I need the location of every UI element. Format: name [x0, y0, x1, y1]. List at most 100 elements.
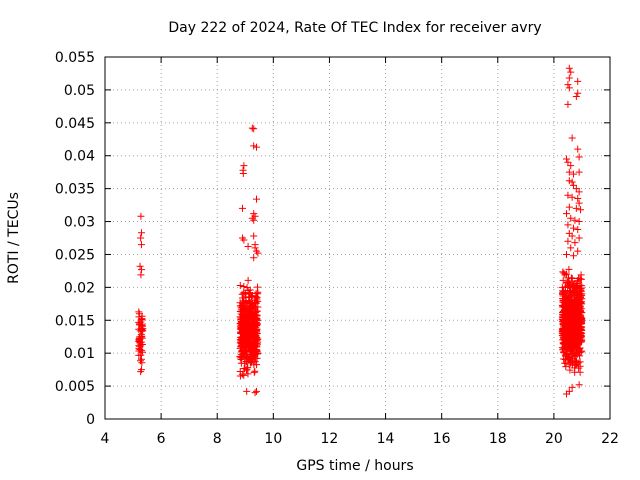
- data-point: [568, 336, 576, 344]
- data-point: [137, 212, 145, 220]
- x-tick-label: 12: [321, 431, 339, 447]
- data-point: [559, 268, 567, 276]
- data-point: [575, 334, 583, 342]
- data-point: [237, 316, 245, 324]
- data-point: [242, 321, 250, 329]
- data-point: [578, 315, 586, 323]
- data-point: [572, 92, 580, 100]
- data-point: [137, 351, 145, 359]
- x-tick-label: 18: [489, 431, 507, 447]
- data-point: [236, 282, 244, 290]
- data-point: [568, 312, 576, 320]
- data-point: [238, 290, 246, 298]
- data-point: [575, 234, 583, 242]
- data-point: [246, 289, 254, 297]
- data-point: [577, 288, 585, 296]
- data-point: [574, 247, 582, 255]
- data-point: [561, 351, 569, 359]
- data-point: [559, 289, 567, 297]
- chart-title: Day 222 of 2024, Rate Of TEC Index for r…: [168, 20, 541, 36]
- data-point: [239, 169, 247, 177]
- data-point: [563, 155, 571, 163]
- data-point: [253, 322, 261, 330]
- y-tick-label: 0.03: [64, 215, 95, 231]
- data-point: [573, 280, 581, 288]
- data-point: [248, 124, 256, 132]
- data-point: [137, 241, 145, 249]
- data-point: [568, 383, 576, 391]
- data-point: [243, 387, 251, 395]
- data-point: [564, 295, 572, 303]
- y-tick-label: 0.035: [55, 182, 95, 198]
- data-point: [565, 84, 573, 92]
- data-point: [251, 311, 259, 319]
- data-point: [573, 328, 581, 336]
- data-point: [564, 81, 572, 89]
- data-point: [576, 344, 584, 352]
- data-point: [575, 308, 583, 316]
- data-point: [253, 143, 260, 151]
- y-axis-label: ROTI / TECUs: [6, 192, 22, 284]
- data-point: [253, 329, 261, 337]
- data-point: [563, 319, 571, 327]
- x-tick-label: 22: [601, 431, 619, 447]
- data-point: [247, 345, 255, 353]
- y-tick-label: 0.05: [64, 83, 95, 99]
- data-point: [561, 330, 569, 338]
- data-point: [575, 153, 583, 161]
- data-point: [244, 331, 252, 339]
- data-point: [242, 330, 250, 338]
- data-point: [570, 252, 578, 260]
- data-point: [577, 271, 585, 279]
- y-tick-label: 0.025: [55, 247, 95, 263]
- data-point: [240, 283, 248, 291]
- data-point: [574, 89, 582, 97]
- data-point: [251, 389, 259, 397]
- data-point: [570, 308, 578, 316]
- y-tick-label: 0.055: [55, 50, 95, 66]
- data-point: [562, 337, 570, 345]
- data-point: [251, 244, 259, 252]
- data-point: [240, 162, 248, 170]
- data-point: [250, 125, 258, 133]
- data-point: [564, 356, 572, 364]
- data-point: [563, 390, 571, 398]
- data-point: [250, 254, 258, 262]
- data-point: [253, 294, 261, 302]
- x-tick-label: 4: [101, 431, 110, 447]
- data-point: [251, 367, 259, 375]
- data-point: [560, 326, 568, 334]
- data-point: [136, 320, 144, 328]
- y-tick-label: 0: [86, 412, 95, 428]
- data-point: [559, 311, 567, 319]
- data-point: [564, 221, 572, 229]
- x-tick-label: 10: [264, 431, 282, 447]
- data-point: [565, 74, 573, 82]
- plot-frame: [104, 56, 611, 420]
- data-point: [575, 381, 583, 389]
- axis-ticks: [104, 56, 611, 420]
- data-point: [253, 195, 260, 203]
- data-point: [137, 266, 145, 274]
- data-point: [564, 100, 572, 108]
- data-point: [563, 210, 571, 218]
- data-point: [564, 191, 572, 199]
- data-point: [244, 325, 252, 333]
- data-point: [568, 134, 576, 142]
- data-point: [248, 303, 256, 311]
- data-point: [138, 347, 146, 355]
- x-axis-label: GPS time / hours: [296, 458, 413, 474]
- data-point: [565, 283, 573, 291]
- data-point: [570, 352, 578, 360]
- data-point: [571, 239, 579, 247]
- data-point: [569, 282, 577, 290]
- y-tick-label: 0.02: [64, 280, 95, 296]
- data-point: [567, 303, 575, 311]
- x-tick-label: 8: [213, 431, 222, 447]
- data-point: [567, 244, 575, 252]
- x-tick-label: 20: [545, 431, 563, 447]
- y-tick-labels: 0 0.005 0.01 0.015 0.02 0.025 0.03 0.035 0.04 0.0…: [55, 50, 95, 428]
- data-point: [577, 206, 585, 214]
- data-point: [137, 234, 145, 242]
